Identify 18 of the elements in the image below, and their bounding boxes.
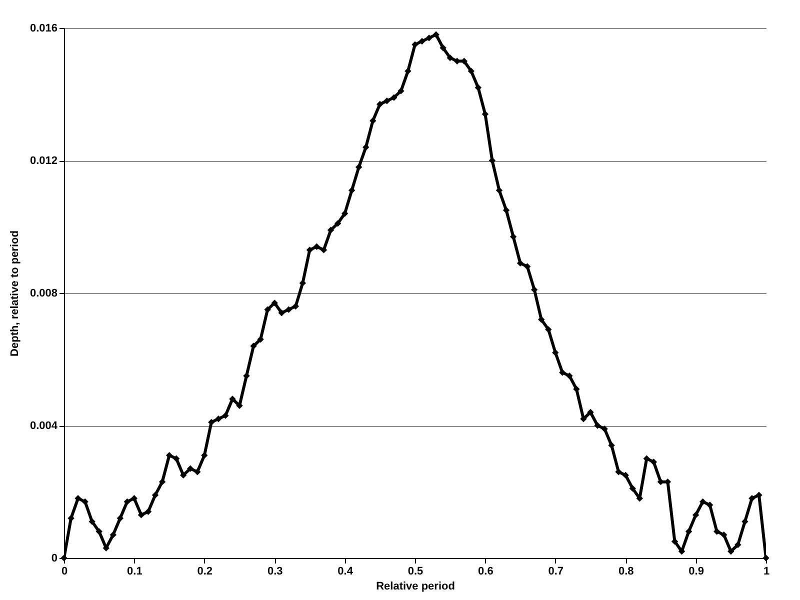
x-tick-label: 0.2 — [197, 566, 213, 578]
y-tick-label: 0.008 — [30, 288, 58, 300]
x-tick-label: 0.6 — [478, 566, 494, 578]
x-tick-label: 0.7 — [548, 566, 564, 578]
x-tick-label: 0.9 — [688, 566, 704, 578]
x-tick-label: 1 — [763, 566, 770, 578]
x-tick-label: 0 — [61, 566, 68, 578]
y-tick-label: 0.016 — [30, 22, 58, 34]
x-axis-title: Relative period — [376, 580, 455, 592]
x-tick-label: 0.4 — [338, 566, 354, 578]
x-tick-label: 0.3 — [267, 566, 283, 578]
y-axis-title: Depth, relative to period — [8, 230, 21, 356]
y-tick-label: 0.012 — [30, 155, 58, 167]
x-tick-label: 0.5 — [408, 566, 424, 578]
x-tick-label: 0.8 — [618, 566, 634, 578]
y-tick-label: 0.004 — [30, 420, 58, 432]
x-tick-label: 0.1 — [127, 566, 142, 578]
y-tick-label: 0 — [51, 552, 58, 564]
